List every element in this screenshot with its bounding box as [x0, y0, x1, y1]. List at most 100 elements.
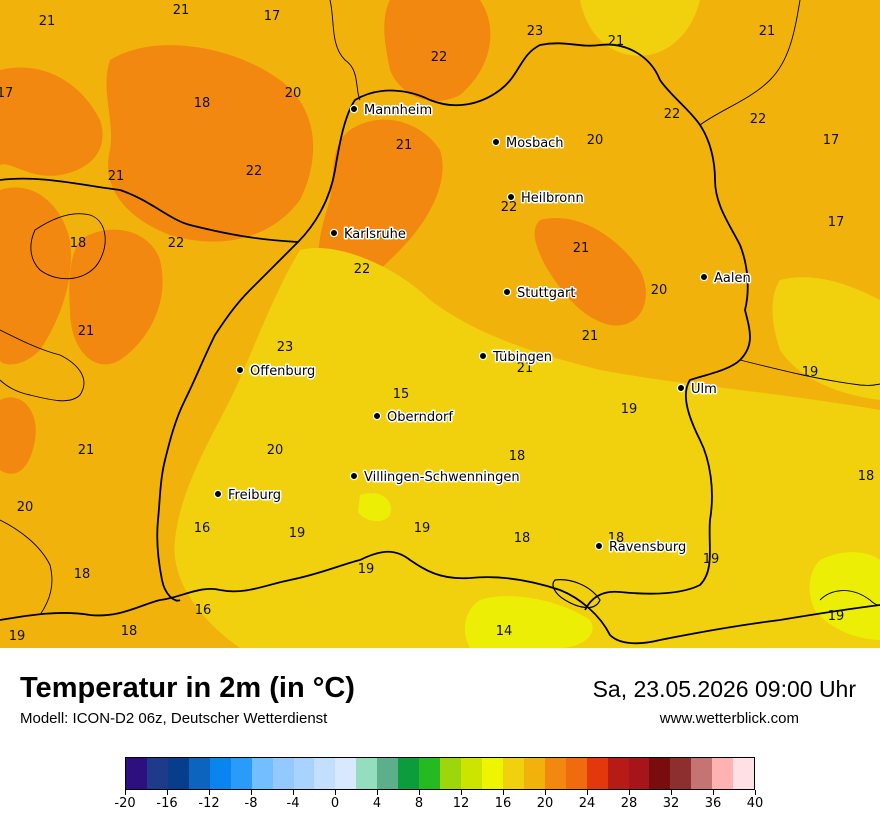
temperature-value: 21	[78, 324, 95, 339]
city-marker: Ravensburg	[594, 539, 688, 557]
warm-zone	[534, 218, 646, 326]
colorbar-tick-mark	[460, 790, 462, 795]
cool-zone	[174, 248, 880, 648]
city-dot	[213, 489, 223, 499]
colorbar-tick-label: -16	[156, 796, 178, 811]
colorbar-tick-mark	[544, 790, 546, 795]
border-thin	[0, 519, 53, 616]
city-marker: Villingen-Schwenningen	[349, 469, 521, 487]
warm-zone	[318, 119, 443, 292]
colorbar-tick-label: 8	[414, 796, 424, 811]
colorbar-segment	[377, 758, 399, 789]
temperature-value: 18	[74, 567, 91, 582]
colorbar-segment	[188, 758, 210, 789]
temperature-labels: 21 21 17 22 23 21 21 17 18 20 21 20 22 22 17 21 22 22 17 18…	[0, 3, 874, 644]
temperature-value: 20	[587, 133, 604, 148]
warm-zone	[106, 45, 314, 242]
temperature-value: 19	[802, 365, 819, 380]
temperature-value: 21	[582, 329, 599, 344]
colorbar-tick-label: 32	[662, 796, 680, 811]
city-label: Stuttgart	[517, 286, 575, 301]
city-dot	[349, 104, 359, 114]
colorbar-segment	[356, 758, 378, 789]
temperature-value: 17	[828, 215, 845, 230]
city-dot	[478, 351, 488, 361]
city-marker: Mannheim	[349, 102, 434, 120]
temperature-value: 19	[621, 402, 638, 417]
colorbar-tick-label: 16	[494, 796, 512, 811]
cool-zone	[580, 0, 700, 56]
city-label: Heilbronn	[521, 191, 584, 206]
city-marker: Mosbach	[491, 135, 565, 153]
border-thin	[739, 359, 880, 386]
colorbar-tick-label: 40	[746, 796, 764, 811]
temperature-value: 18	[858, 469, 875, 484]
city-dot	[491, 137, 501, 147]
colorbar-tick-mark	[754, 790, 756, 795]
colorbar-segment	[440, 758, 461, 789]
website-link[interactable]: www.wetterblick.com	[659, 710, 799, 727]
city-dot	[699, 272, 709, 282]
colorbar-tick-mark	[124, 790, 126, 795]
state-border-baden-wuerttemberg	[0, 42, 751, 611]
warm-zone	[0, 67, 103, 176]
city-label: Offenburg	[250, 364, 315, 379]
rhine-border	[156, 241, 299, 602]
map-canvas: 21 21 17 22 23 21 21 17 18 20 21 20 22 22 17 21 22 22 17 18…	[0, 0, 880, 648]
city-marker: Freiburg	[213, 487, 283, 505]
colorbar-segment	[481, 758, 503, 789]
city-label: Tübingen	[492, 350, 552, 365]
colorbar-segment	[649, 758, 671, 789]
temperature-value: 19	[703, 552, 720, 567]
colorbar-tick-mark	[502, 790, 504, 795]
temperature-value: 22	[168, 236, 185, 251]
colorbar-tick-mark	[712, 790, 714, 795]
temperature-value: 22	[750, 112, 767, 127]
colorbar-tick-mark	[628, 790, 630, 795]
city-label: Ulm	[691, 382, 717, 397]
warm-zone	[69, 229, 163, 365]
warm-zones	[0, 0, 646, 474]
city-marker: Stuttgart	[502, 285, 577, 303]
colorbar-segment	[230, 758, 252, 789]
colorbar-segment	[167, 758, 189, 789]
temperature-value: 21	[173, 3, 190, 18]
map-footer: Temperatur in 2m (in °C) Modell: ICON-D2…	[0, 648, 880, 830]
borders	[0, 0, 880, 645]
temperature-value: 19	[414, 521, 431, 536]
temperature-value: 18	[194, 96, 211, 111]
temperature-value: 21	[39, 14, 56, 29]
temperature-colorbar	[125, 757, 755, 790]
temperature-value: 21	[517, 361, 534, 376]
colorbar-segment	[712, 758, 734, 789]
city-label: Karlsruhe	[344, 227, 406, 242]
temperature-value: 18	[70, 236, 87, 251]
temperature-value: 19	[289, 526, 306, 541]
temperature-value: 21	[608, 34, 625, 49]
colorbar-segment	[272, 758, 294, 789]
colorbar-tick-label: 36	[704, 796, 722, 811]
temperature-value: 18	[514, 531, 531, 546]
temperature-value: 22	[664, 107, 681, 122]
temperature-map: 21 21 17 22 23 21 21 17 18 20 21 20 22 22 17 21 22 22 17 18…	[0, 0, 880, 649]
colorbar-tick-mark	[208, 790, 210, 795]
colorbar-tick-label: -8	[244, 796, 258, 811]
temperature-value: 22	[501, 200, 518, 215]
temperature-value: 19	[9, 629, 26, 644]
city-label: Freiburg	[228, 488, 281, 503]
colorbar-tick-label: 4	[372, 796, 382, 811]
temperature-value: 23	[527, 24, 544, 39]
temperature-value: 18	[509, 449, 526, 464]
cool-zone	[809, 552, 880, 640]
temperature-value: 21	[573, 241, 590, 256]
colorbar-tick-label: 12	[452, 796, 470, 811]
temperature-value: 17	[264, 9, 281, 24]
temperature-value: 16	[195, 603, 212, 618]
colorbar-segment	[146, 758, 168, 789]
colorbar-segment	[565, 758, 587, 789]
temperature-value: 22	[431, 50, 448, 65]
colorbar-segment	[523, 758, 545, 789]
temperature-value: 20	[651, 283, 668, 298]
cool-zone	[772, 277, 880, 400]
colorbar-tick-label: -12	[198, 796, 220, 811]
